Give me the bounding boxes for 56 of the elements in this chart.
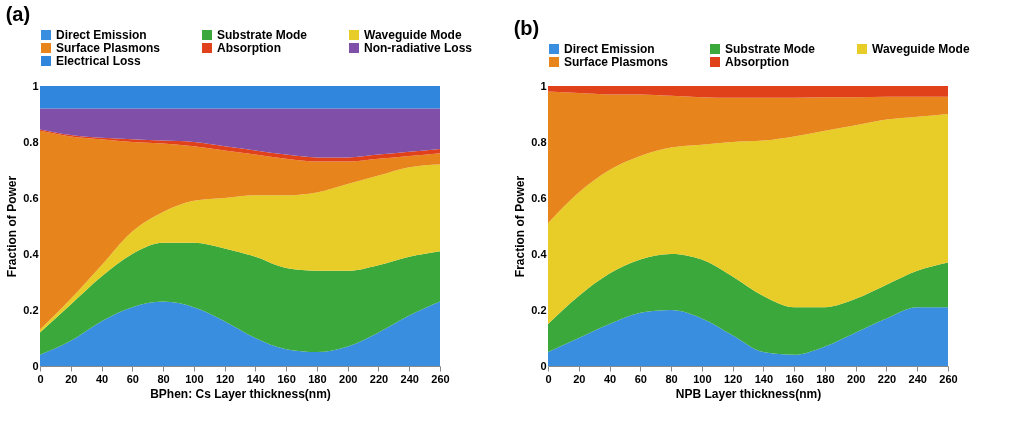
x-tick-label: 80 — [665, 372, 678, 385]
x-tick-label: 60 — [634, 372, 647, 385]
x-tick-label: 220 — [369, 372, 389, 385]
x-tick-label: 200 — [339, 372, 358, 385]
x-tick-label: 220 — [877, 372, 897, 385]
legend-label: Surface Plasmons — [564, 55, 669, 69]
chart-title: (a) — [5, 3, 31, 25]
x-tick-label: 100 — [693, 372, 712, 385]
legend-label: Electrical Loss — [56, 54, 142, 68]
x-axis-title: BPhen: Cs Layer thickness(nm) — [150, 386, 331, 401]
y-axis-title: Fraction of Power — [5, 175, 20, 278]
legend-label: Waveguide Mode — [364, 28, 462, 42]
y-tick-label: 0.2 — [531, 303, 547, 316]
legend-label: Surface Plasmons — [56, 41, 161, 55]
chart-title: (b) — [513, 17, 540, 39]
x-tick-label: 80 — [157, 372, 170, 385]
legend-label: Absorption — [725, 55, 789, 69]
x-axis-title: NPB Layer thickness(nm) — [675, 386, 822, 401]
legend-label: Waveguide Mode — [872, 42, 970, 56]
x-tick-label: 160 — [277, 372, 296, 385]
x-tick-label: 160 — [785, 372, 804, 385]
x-tick-label: 260 — [431, 372, 450, 385]
y-tick-label: 0 — [540, 359, 547, 372]
x-tick-label: 40 — [95, 372, 109, 385]
legend-label: Absorption — [217, 41, 281, 55]
x-tick-label: 200 — [847, 372, 866, 385]
y-tick-label: 0.6 — [531, 191, 547, 204]
x-tick-label: 260 — [939, 372, 958, 385]
x-tick-label: 180 — [308, 372, 327, 385]
y-tick-label: 0 — [32, 359, 39, 372]
y-tick-label: 0.8 — [23, 135, 39, 148]
x-tick-label: 240 — [908, 372, 927, 385]
y-tick-label: 1 — [32, 79, 39, 92]
x-tick-label: 40 — [603, 372, 617, 385]
x-tick-label: 240 — [400, 372, 419, 385]
x-tick-label: 60 — [126, 372, 139, 385]
legend-label: Substrate Mode — [217, 28, 308, 42]
x-tick-label: 100 — [185, 372, 204, 385]
y-tick-label: 0.4 — [531, 247, 548, 260]
x-tick-label: 20 — [65, 372, 78, 385]
y-axis-title: Fraction of Power — [513, 175, 528, 278]
x-tick-label: 180 — [816, 372, 835, 385]
y-tick-label: 0.2 — [23, 303, 39, 316]
x-tick-label: 120 — [723, 372, 743, 385]
y-tick-label: 0.8 — [531, 135, 547, 148]
legend-label: Substrate Mode — [725, 42, 816, 56]
x-tick-label: 140 — [754, 372, 774, 385]
legend-label: Direct Emission — [56, 28, 147, 42]
legend-label: Non-radiative Loss — [364, 41, 473, 55]
y-tick-label: 1 — [540, 79, 547, 92]
x-tick-label: 20 — [573, 372, 586, 385]
y-tick-label: 0.4 — [23, 247, 40, 260]
x-tick-label: 120 — [215, 372, 235, 385]
legend-label: Direct Emission — [564, 42, 655, 56]
x-tick-label: 140 — [246, 372, 266, 385]
y-tick-label: 0.6 — [23, 191, 39, 204]
